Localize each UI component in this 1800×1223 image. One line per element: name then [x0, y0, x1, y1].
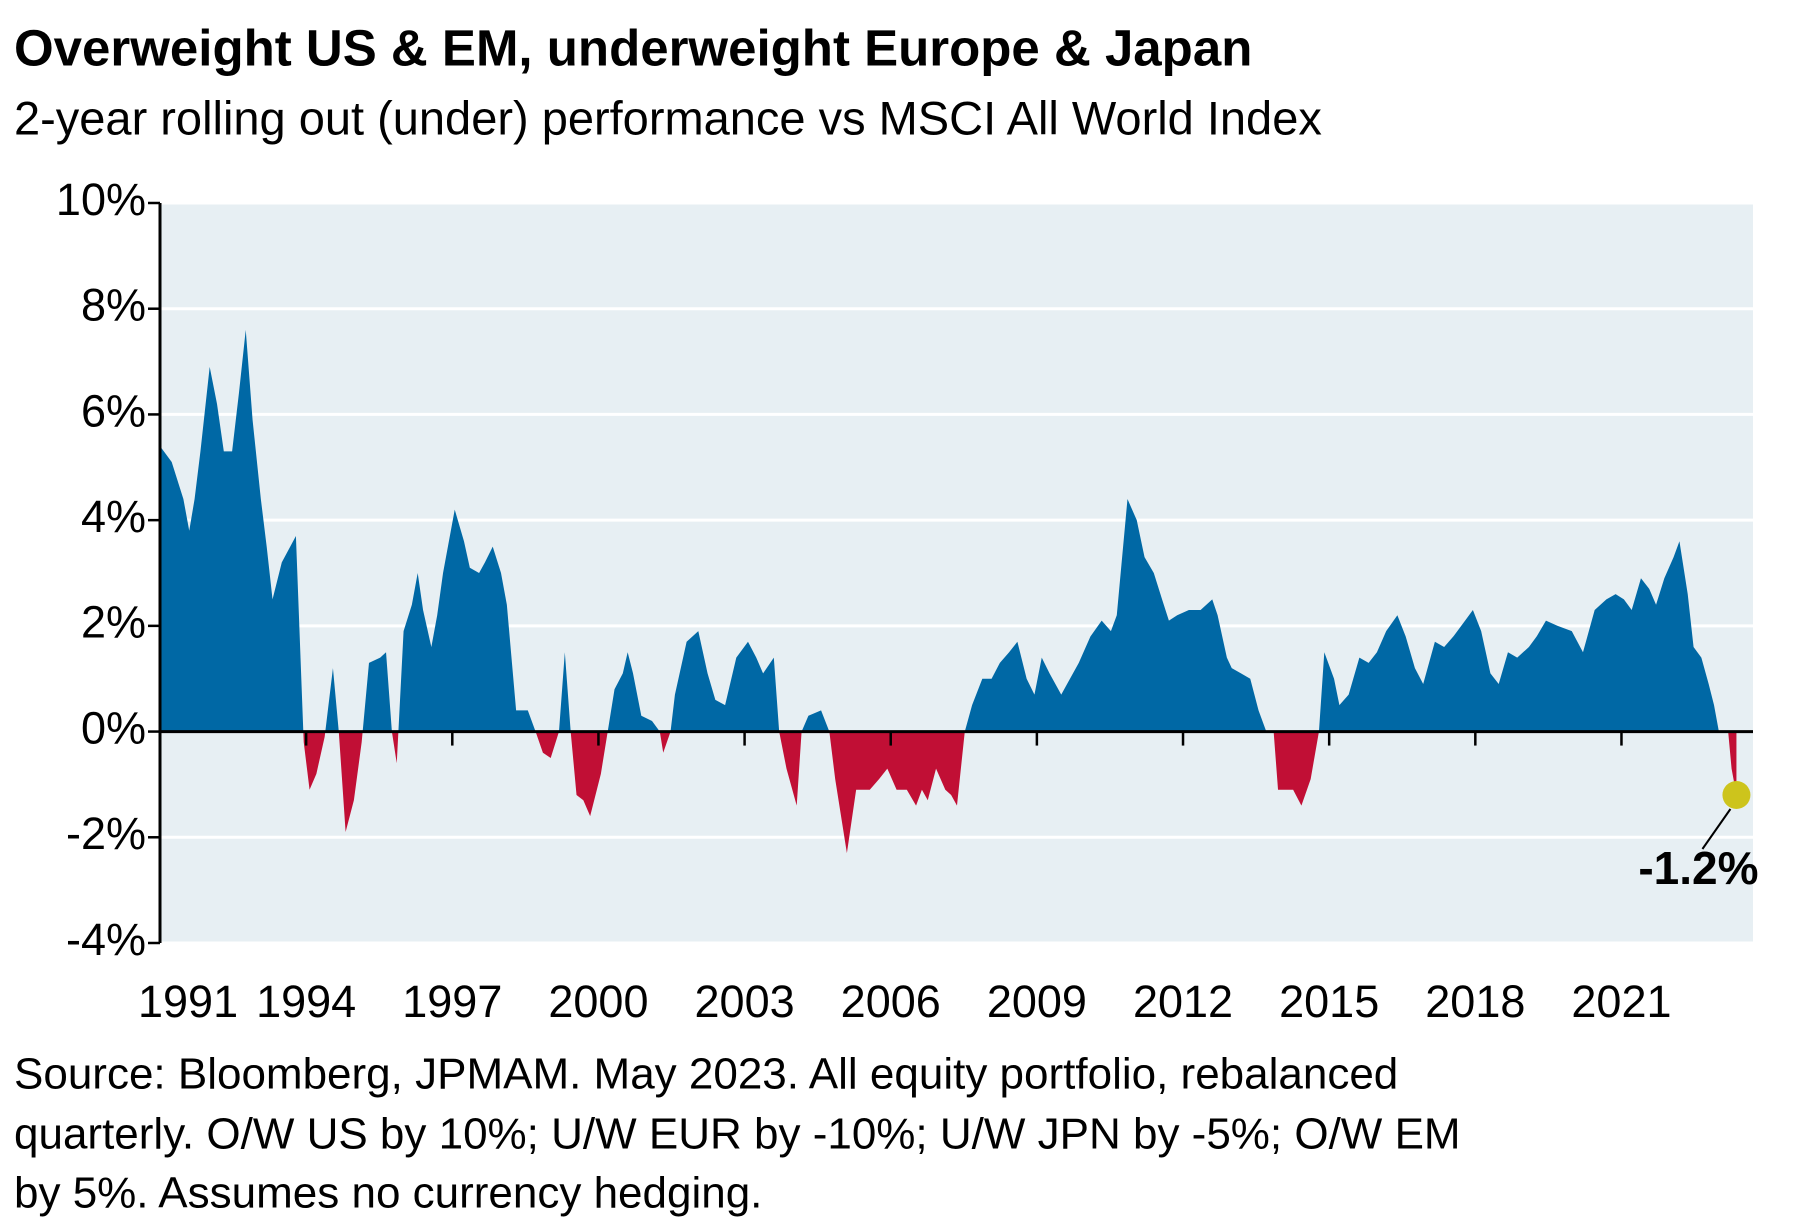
chart-title: Overweight US & EM, underweight Europe &… — [14, 19, 1252, 76]
x-tick-label: 2003 — [695, 976, 795, 1027]
y-tick-label: 6% — [81, 385, 146, 436]
x-tick-label: 2012 — [1133, 976, 1233, 1027]
x-tick-label: 2021 — [1571, 976, 1671, 1027]
annotation: -1.2% — [1638, 842, 1758, 894]
footnote: quarterly. O/W US by 10%; U/W EUR by -10… — [14, 1110, 1461, 1159]
x-tick-label: 2009 — [987, 976, 1087, 1027]
annotation-leader — [1701, 808, 1732, 850]
chart-subtitle: 2-year rolling out (under) performance v… — [14, 91, 1322, 144]
y-tick-label: -2% — [66, 808, 146, 859]
x-tick-label: 1997 — [402, 976, 502, 1027]
y-tick-label: 10% — [56, 174, 146, 225]
y-tick-label: 0% — [81, 702, 146, 753]
x-tick-label: 2018 — [1425, 976, 1525, 1027]
y-tick-label: -4% — [66, 914, 146, 965]
y-tick-label: 2% — [81, 597, 146, 648]
x-tick-label: 1991 — [138, 976, 238, 1027]
x-tick-label: 2015 — [1279, 976, 1379, 1027]
highlight-point — [1722, 781, 1751, 809]
x-tick-label: 2006 — [841, 976, 941, 1027]
y-tick-label: 4% — [81, 491, 146, 542]
x-tick-label: 1994 — [256, 976, 356, 1027]
footnote: by 5%. Assumes no currency hedging. — [14, 1169, 762, 1218]
y-tick-label: 8% — [81, 280, 146, 331]
x-tick-label: 2000 — [548, 976, 648, 1027]
plot-background — [160, 203, 1753, 943]
footnote: Source: Bloomberg, JPMAM. May 2023. All … — [14, 1050, 1398, 1099]
area — [160, 329, 1737, 854]
